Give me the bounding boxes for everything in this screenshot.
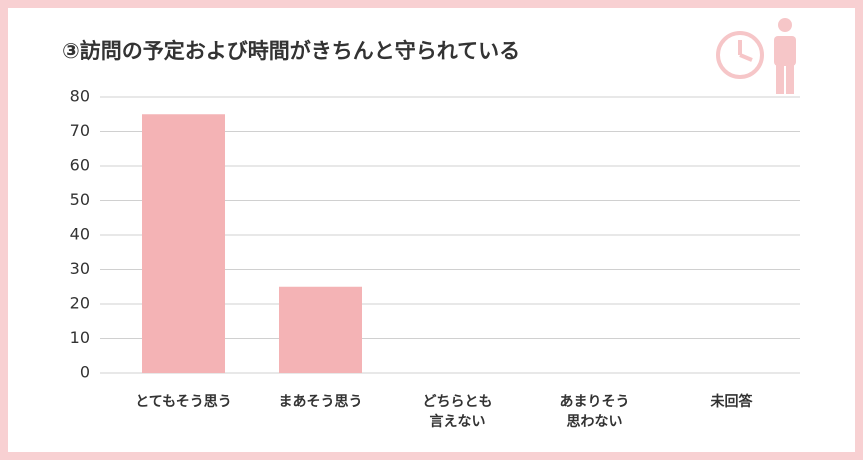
y-tick-label: 0: [80, 363, 90, 382]
y-tick-label: 70: [70, 121, 90, 140]
icon: [716, 18, 796, 94]
x-tick-label: あまりそう 思わない: [559, 394, 630, 430]
x-tick-label: どちらとも 言えない: [422, 394, 493, 430]
y-tick-label: 30: [70, 259, 90, 278]
y-tick-label: 40: [70, 225, 90, 244]
y-tick-label: 80: [70, 87, 90, 106]
y-tick-label: 10: [70, 328, 90, 347]
x-tick-label: まあそう思う: [278, 394, 363, 410]
bar: [142, 114, 225, 373]
chart-title: ③訪問の予定および時間がきちんと守られている: [62, 39, 520, 63]
bar: [279, 286, 362, 373]
x-tick-label: 未回答: [710, 394, 753, 410]
y-tick-label: 60: [70, 156, 90, 175]
x-tick-label: とてもそう思う: [135, 394, 232, 410]
y-tick-label: 50: [70, 190, 90, 209]
y-tick-label: 20: [70, 294, 90, 313]
